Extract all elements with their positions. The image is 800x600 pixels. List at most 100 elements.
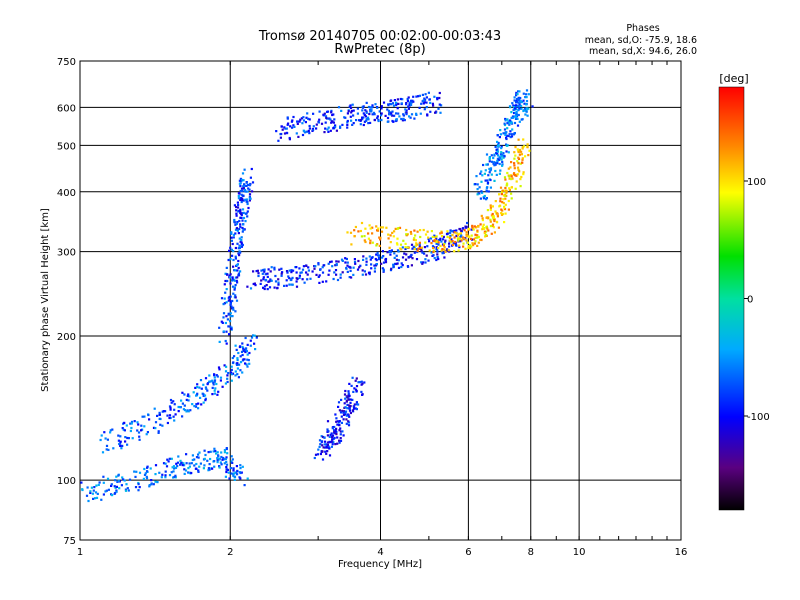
data-point <box>198 386 201 389</box>
data-point <box>157 431 160 434</box>
data-point <box>231 242 234 246</box>
data-point <box>505 184 508 187</box>
data-point <box>468 235 471 238</box>
data-point <box>260 279 263 282</box>
data-point <box>169 416 172 420</box>
x-tick-label: 10 <box>573 547 586 558</box>
data-point <box>376 115 379 118</box>
data-point <box>146 466 149 469</box>
data-point <box>498 158 501 161</box>
data-point <box>204 453 207 457</box>
data-point <box>341 271 344 274</box>
data-point <box>123 421 126 424</box>
data-point <box>148 485 151 488</box>
data-point <box>235 348 238 351</box>
data-point <box>443 242 446 246</box>
data-point <box>516 104 519 107</box>
data-point <box>473 225 476 228</box>
data-point <box>237 351 240 355</box>
data-point <box>239 208 242 211</box>
data-point <box>229 300 232 303</box>
data-point <box>150 479 153 482</box>
data-point <box>494 163 497 166</box>
data-point <box>479 172 482 175</box>
data-point <box>245 184 248 187</box>
data-point <box>380 114 383 117</box>
data-point <box>435 240 438 243</box>
data-point <box>355 119 358 122</box>
data-point <box>266 288 269 291</box>
data-point <box>234 310 237 313</box>
data-point <box>512 104 515 107</box>
data-point <box>521 161 524 164</box>
data-point <box>515 91 518 94</box>
data-point <box>239 471 242 475</box>
data-point <box>408 101 411 104</box>
data-point <box>357 259 360 263</box>
data-point <box>338 420 341 423</box>
data-point <box>315 123 318 126</box>
data-point <box>229 371 233 374</box>
data-point <box>230 365 233 368</box>
data-point <box>442 235 445 238</box>
data-point <box>442 244 445 247</box>
data-point <box>160 476 163 479</box>
data-point <box>436 96 439 100</box>
data-point <box>317 263 320 266</box>
data-point <box>218 368 221 371</box>
data-point <box>242 211 245 214</box>
data-point <box>232 469 235 472</box>
data-point <box>339 411 343 414</box>
data-point <box>187 471 190 474</box>
data-point <box>531 105 534 108</box>
data-point <box>380 262 383 265</box>
data-point <box>173 419 176 422</box>
data-point <box>148 484 151 487</box>
data-point <box>439 237 442 240</box>
data-point <box>293 125 296 128</box>
data-point <box>243 484 246 487</box>
data-point <box>493 154 496 157</box>
data-point <box>375 253 378 256</box>
data-point <box>427 91 430 94</box>
data-point <box>378 244 381 247</box>
data-point <box>81 488 84 491</box>
data-point <box>503 128 507 131</box>
data-point <box>109 429 112 432</box>
data-point <box>406 100 409 103</box>
data-point <box>228 477 231 480</box>
data-point <box>100 498 103 501</box>
data-point <box>298 274 301 277</box>
data-point <box>264 273 267 276</box>
data-point <box>352 273 355 276</box>
data-point <box>502 194 506 197</box>
data-point <box>240 238 243 242</box>
data-point <box>396 262 399 265</box>
data-point <box>111 494 114 497</box>
data-point <box>358 119 361 122</box>
data-point <box>437 243 440 246</box>
data-point <box>474 233 477 236</box>
data-point <box>339 430 342 433</box>
data-point <box>358 266 361 269</box>
data-point <box>517 138 520 141</box>
data-point <box>427 237 430 240</box>
data-point <box>313 267 316 270</box>
data-point <box>216 461 219 464</box>
data-point <box>245 347 248 350</box>
data-point <box>423 101 426 104</box>
data-point <box>242 187 245 190</box>
data-point <box>234 223 237 226</box>
data-point <box>221 321 224 324</box>
data-point <box>152 483 155 486</box>
data-point <box>318 274 321 277</box>
data-point <box>409 230 412 234</box>
data-point <box>336 436 339 439</box>
y-tick-label: 75 <box>63 536 76 547</box>
data-point <box>457 234 460 237</box>
data-point <box>340 398 343 401</box>
data-point <box>396 237 399 240</box>
data-point <box>105 489 108 492</box>
data-point <box>357 381 360 384</box>
data-point <box>137 431 141 434</box>
